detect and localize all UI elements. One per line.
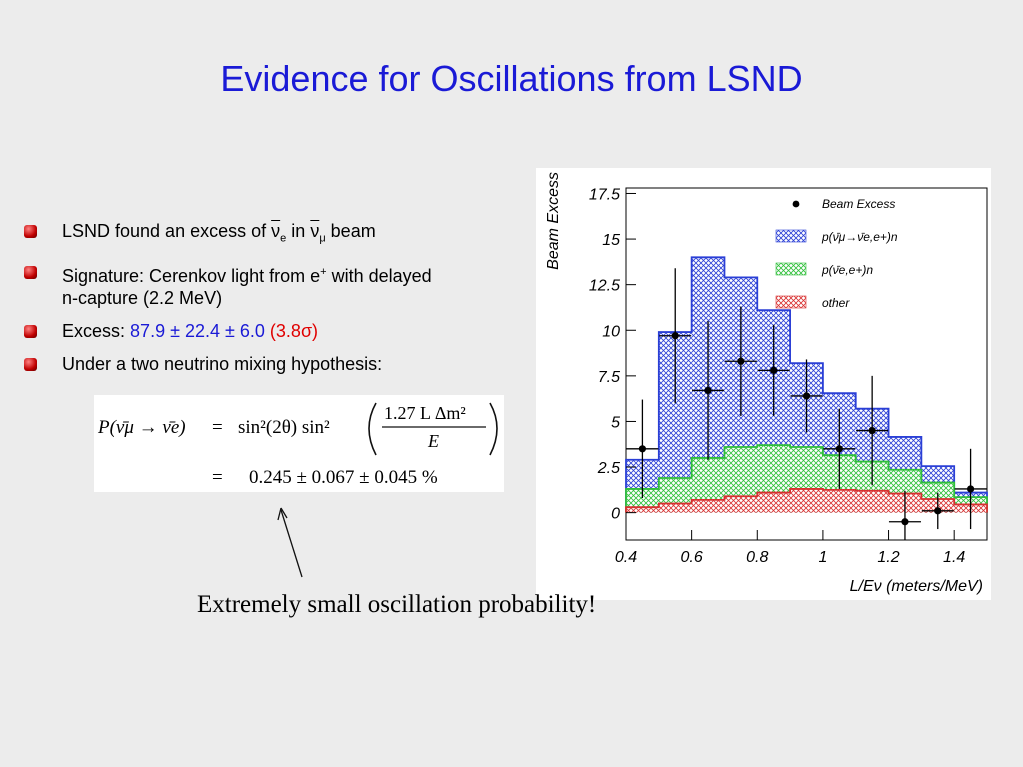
formula-denominator: E bbox=[427, 431, 439, 451]
x-tick-label: 0.4 bbox=[615, 549, 637, 566]
right-paren bbox=[489, 402, 498, 456]
bullet-1-post: beam bbox=[330, 221, 376, 241]
y-tick-label: 12.5 bbox=[589, 278, 620, 295]
legend-label: p(ν̄e,e+)n bbox=[821, 263, 873, 277]
bullet-3: Excess: 87.9 ± 22.4 ± 6.0 (3.8σ) bbox=[22, 320, 542, 342]
formula-svg: P(ν̄μ → ν̄e) = sin²(2θ) sin² 1.27 L Δm² … bbox=[97, 402, 498, 488]
data-point bbox=[901, 518, 909, 526]
excess-value: 87.9 ± 22.4 ± 6.0 bbox=[130, 320, 265, 341]
y-tick-label: 15 bbox=[602, 232, 620, 249]
x-tick-label: 1.2 bbox=[877, 549, 899, 566]
hist-outline bbox=[625, 444, 988, 513]
formula-eq-1: = bbox=[212, 417, 223, 438]
hist-bar bbox=[790, 488, 823, 513]
nu-e-symbol: ν bbox=[271, 221, 281, 241]
excess-significance: (3.8σ) bbox=[269, 320, 319, 341]
arrow-line bbox=[280, 509, 303, 578]
legend-label: Beam Excess bbox=[822, 197, 895, 211]
bullet-4: Under a two neutrino mixing hypothesis: bbox=[22, 353, 542, 375]
bullet-list: LSND found an excess of νe in νμ beam Si… bbox=[22, 220, 542, 386]
x-tick-label: 0.8 bbox=[746, 549, 768, 566]
positron-superscript: + bbox=[320, 265, 327, 278]
bullet-2-text: Signature: Cerenkov light from e bbox=[62, 265, 321, 286]
lsnd-chart: 0 2.5 5 7.5 10 12.5 15 17.5 0.4 0.6 0.8 1 1.2 1.4 L/Eν… bbox=[536, 168, 991, 600]
nu-mu-subscript: μ bbox=[319, 232, 326, 245]
y-tick-label: 5 bbox=[611, 414, 620, 431]
x-tick-label: 1.4 bbox=[943, 549, 965, 566]
hist-outline bbox=[625, 488, 988, 513]
formula-result: 0.245 ± 0.067 ± 0.045 % bbox=[249, 467, 438, 488]
arrow-head-icon bbox=[277, 507, 288, 521]
hist-bar bbox=[855, 490, 889, 513]
y-tick-label: 0 bbox=[611, 506, 620, 523]
x-axis-label: L/Eν (meters/MeV) bbox=[850, 578, 983, 595]
bullet-1: LSND found an excess of νe in νμ beam bbox=[22, 220, 542, 250]
hist-bar bbox=[757, 492, 791, 513]
legend-label: other bbox=[822, 296, 850, 310]
nu-e-subscript: e bbox=[280, 232, 287, 245]
data-point bbox=[737, 357, 745, 365]
formula-eq-2: = bbox=[212, 467, 223, 488]
y-axis-label: Beam Excess bbox=[545, 172, 562, 270]
formula-numerator: 1.27 L Δm² bbox=[384, 403, 466, 423]
legend-swatch bbox=[775, 229, 807, 243]
bullet-1-in: in bbox=[291, 221, 306, 241]
caption: Extremely small oscillation probability! bbox=[197, 591, 597, 618]
data-point bbox=[868, 426, 876, 435]
data-point bbox=[671, 332, 679, 340]
y-tick-label: 7.5 bbox=[598, 369, 620, 386]
bullet-2: Signature: Cerenkov light from e+ with d… bbox=[22, 261, 542, 309]
bullet-2-line2: n-capture (2.2 MeV) bbox=[62, 287, 223, 308]
excess-label: Excess: bbox=[62, 320, 126, 341]
bullet-2-post: with delayed bbox=[331, 265, 432, 286]
x-tick-label: 1 bbox=[818, 549, 827, 566]
legend-label: p(ν̄μ→ν̄e,e+)n bbox=[821, 230, 898, 244]
nu-mu-symbol: ν bbox=[310, 221, 320, 241]
bullet-icon bbox=[24, 265, 37, 279]
hist-bar bbox=[822, 489, 856, 513]
bullet-icon bbox=[24, 225, 37, 238]
chart-svg: 0 2.5 5 7.5 10 12.5 15 17.5 0.4 0.6 0.8 1 1.2 1.4 L/Eν… bbox=[545, 172, 988, 595]
x-tick-label: 0.6 bbox=[681, 549, 703, 566]
data-point bbox=[704, 386, 712, 395]
hist-bar bbox=[724, 496, 758, 513]
bullet-1-text: LSND found an excess of bbox=[62, 221, 267, 241]
data-point bbox=[966, 485, 975, 493]
formula-sin-terms: sin²(2θ) sin² bbox=[238, 417, 330, 438]
data-point bbox=[802, 392, 811, 400]
legend-swatch bbox=[775, 262, 807, 276]
slide-title: Evidence for Oscillations from LSND bbox=[220, 58, 803, 99]
legend-marker-points bbox=[792, 200, 800, 208]
y-tick-label: 10 bbox=[602, 323, 620, 340]
plot-frame bbox=[625, 187, 988, 541]
data-point bbox=[934, 507, 942, 515]
legend-swatch bbox=[775, 295, 807, 309]
data-point bbox=[835, 445, 843, 453]
formula-lhs: P(ν̄μ → ν̄e) bbox=[97, 417, 186, 438]
bullet-4-text: Under a two neutrino mixing hypothesis: bbox=[62, 353, 383, 374]
oscillation-formula: P(ν̄μ → ν̄e) = sin²(2θ) sin² 1.27 L Δm² … bbox=[94, 395, 504, 492]
bullet-icon bbox=[24, 357, 37, 371]
data-point bbox=[770, 366, 778, 374]
hist-bar bbox=[691, 499, 725, 513]
y-tick-label: 2.5 bbox=[597, 460, 620, 477]
y-tick-label: 17.5 bbox=[589, 186, 620, 203]
bullet-icon bbox=[24, 324, 37, 338]
hist-bar bbox=[626, 507, 659, 513]
hist-bar bbox=[658, 503, 692, 513]
left-paren bbox=[368, 402, 377, 456]
data-point bbox=[638, 445, 647, 453]
